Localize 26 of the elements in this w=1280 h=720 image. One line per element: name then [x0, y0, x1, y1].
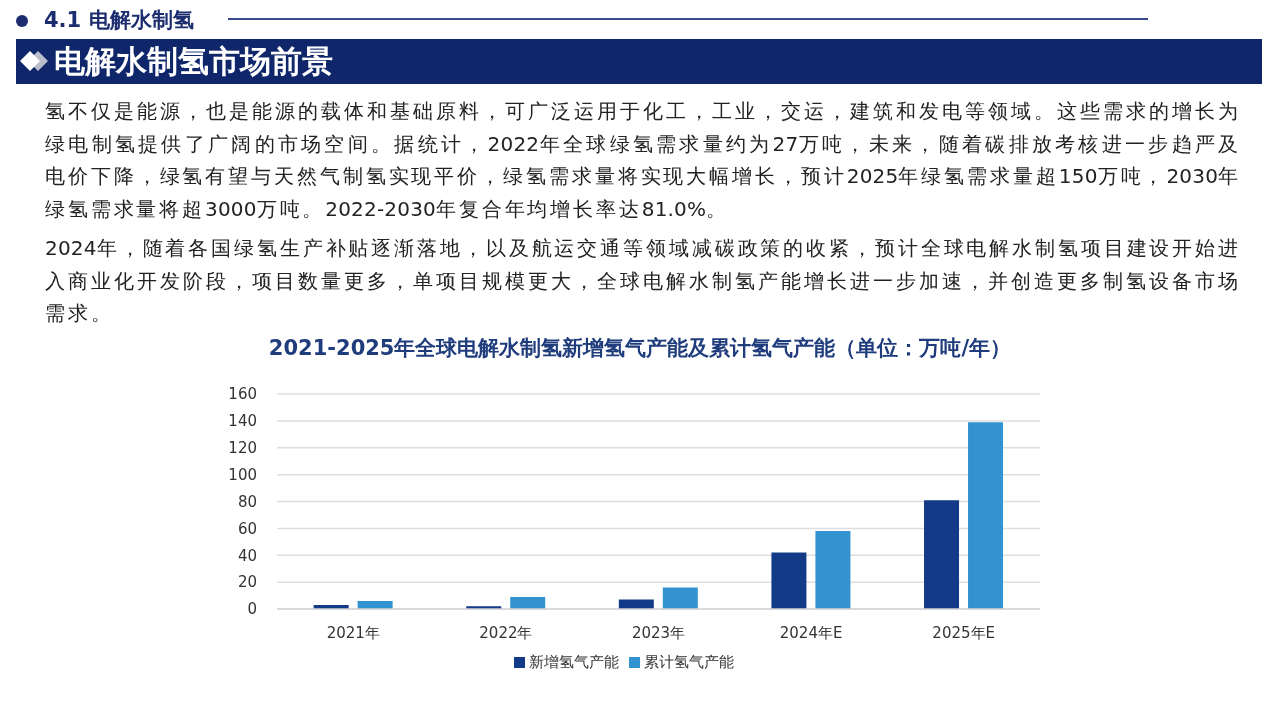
legend-label: 新增氢气产能 [528, 653, 619, 671]
bar [968, 422, 1004, 609]
y-tick-label: 140 [228, 412, 257, 431]
text: 4.1 电解水制氢 [44, 8, 194, 32]
x-tick-label: 2021年 [326, 623, 380, 642]
y-tick-label: 20 [237, 573, 257, 592]
bar [771, 552, 807, 609]
bar [815, 531, 851, 609]
y-tick-label: 80 [237, 492, 257, 511]
legend-label: 累计氢气产能 [643, 653, 734, 671]
x-tick-label: 2025年E [932, 623, 996, 642]
y-tick-label: 100 [228, 465, 257, 484]
bar [662, 587, 698, 609]
x-tick-label: 2023年 [631, 623, 686, 642]
chart-title: 2021-2025年全球电解水制氢新增氢气产能及累计氢气产能（单位：万吨/年） [268, 336, 1012, 360]
y-tick-label: 0 [247, 600, 257, 619]
y-tick-label: 40 [237, 546, 257, 565]
x-tick-label: 2024年E [779, 623, 843, 642]
y-tick-label: 120 [228, 439, 257, 458]
y-tick-label: 60 [237, 519, 257, 538]
bar [510, 596, 546, 609]
text: 2024年，随着各国绿氢生产补贴逐渐落地，以及航运交通等领域减碳政策的收紧，预计全球电解水制氢项目建设开始进入商业化开发阶段，项目数量更多，单项目规模更大，全球电解水制氢产能增长进一步加速，并创造更多制氢设备市场需求。 [45, 236, 1241, 325]
x-tick-label: 2022年 [479, 623, 533, 642]
bar [924, 500, 960, 609]
heading-banner: 电解水制氢市场前景 [16, 39, 1262, 84]
y-tick-label: 160 [228, 385, 257, 404]
